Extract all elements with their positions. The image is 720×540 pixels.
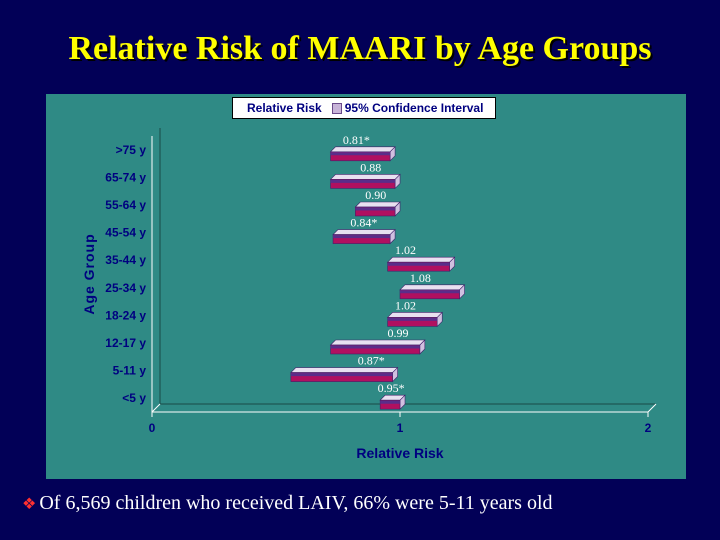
bar-value-label: 0.88 (360, 160, 381, 174)
bar-front-face (387, 317, 438, 327)
x-axis-title: Relative Risk (356, 445, 443, 461)
bar-top-face (399, 284, 466, 291)
bar-value-label: 0.99 (388, 326, 409, 340)
x-tick-label: 0 (149, 421, 156, 435)
bar-front-face (330, 151, 391, 162)
chart-legend: Relative Risk 95% Confidence Interval (232, 97, 496, 119)
bar-front-face (387, 261, 450, 272)
bar-value-label: 0.95* (378, 381, 405, 395)
bar-top-face (329, 174, 401, 180)
bar-value-label: 0.84* (350, 216, 377, 230)
bar-front-face (399, 289, 460, 300)
bar-top-face (332, 229, 396, 235)
floor-right-edge (647, 403, 657, 413)
category-label: <5 y (122, 391, 146, 405)
bar-value-label: 0.81* (343, 133, 370, 147)
bar-top-face (329, 146, 396, 153)
bar-top-face (329, 339, 426, 346)
bar-value-label: 0.90 (365, 188, 386, 202)
footer-note: ❖ Of 6,569 children who received LAIV, 66… (22, 492, 712, 515)
chart-panel: 0 1 2 Relative Risk Age Group >75 y 0.81* 65-74… (46, 94, 686, 479)
category-label: 55-64 y (105, 198, 146, 212)
category-label: 12-17 y (105, 336, 146, 350)
bar-value-label: 1.08 (410, 271, 431, 285)
bar-top-face (386, 256, 456, 263)
bar-top-face (386, 312, 443, 318)
legend-relative-risk: Relative Risk (247, 101, 322, 115)
category-label: 45-54 y (105, 226, 146, 240)
slide-title: Relative Risk of MAARI by Age Groups (68, 30, 652, 67)
bar-front-face (355, 206, 396, 217)
category-label: >75 y (116, 143, 147, 157)
bar-value-label: 1.02 (395, 298, 416, 312)
bar-top-face (354, 201, 401, 208)
category-label: 25-34 y (105, 281, 146, 295)
bar-front-face (379, 399, 401, 410)
bar-value-label: 0.87* (358, 354, 385, 368)
bar-front-face (330, 344, 421, 355)
legend-confidence-interval: 95% Confidence Interval (344, 101, 484, 115)
relative-risk-chart: 0 1 2 Relative Risk Age Group >75 y 0.81* 65-74… (81, 128, 657, 461)
bar-front-face (330, 179, 396, 189)
legend-swatch-icon (331, 102, 342, 114)
footer-text: Of 6,569 children who received LAIV, 66%… (39, 492, 553, 514)
floor-left-edge (151, 403, 161, 413)
bar-top-face (290, 367, 399, 373)
category-label: 65-74 y (105, 170, 146, 184)
category-label: 35-44 y (105, 253, 146, 267)
category-label: 18-24 y (105, 308, 146, 322)
x-tick-label: 2 (645, 421, 652, 435)
y-axis-title: Age Group (81, 233, 97, 314)
x-tick-label: 1 (397, 421, 404, 435)
bar-value-label: 1.02 (395, 243, 416, 257)
bar-front-face (290, 372, 393, 382)
category-label: 5-11 y (113, 364, 147, 378)
bar-front-face (332, 234, 391, 244)
diamond-bullet-icon: ❖ (22, 496, 37, 513)
